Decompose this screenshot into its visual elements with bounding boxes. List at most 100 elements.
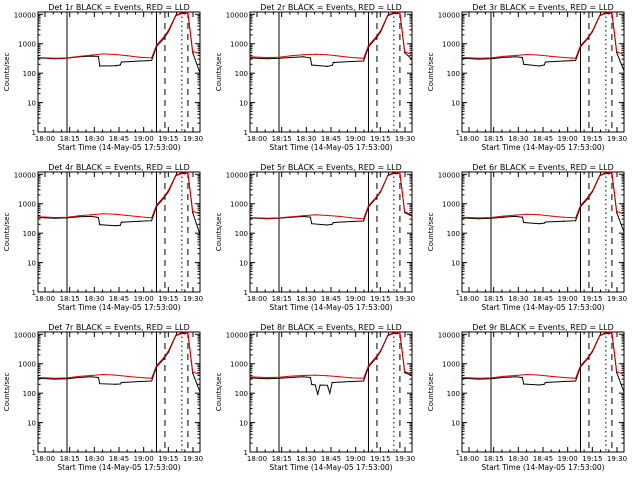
data-point-lld xyxy=(314,374,316,376)
data-point-lld xyxy=(250,376,251,378)
x-tick-label: 18:30 xyxy=(296,455,316,463)
chart-title: Det 9r BLACK = Events, RED = LLD xyxy=(472,323,614,332)
series-line-lld xyxy=(462,172,624,219)
data-point-lld xyxy=(66,216,68,218)
data-point-lld xyxy=(514,214,516,216)
data-point-lld xyxy=(155,44,158,46)
x-tick-label: 19:30 xyxy=(607,455,627,463)
y-tick-label: 100 xyxy=(23,230,36,238)
data-point-events xyxy=(326,65,328,67)
x-tick-label: 18:15 xyxy=(60,455,80,463)
data-point-lld xyxy=(562,216,565,218)
data-point-events xyxy=(332,221,335,224)
x-tick-label: 19:00 xyxy=(134,455,154,463)
x-tick-label: 18:00 xyxy=(247,295,267,303)
data-point-lld xyxy=(591,29,594,32)
data-point-lld xyxy=(392,172,394,174)
x-tick-label: 18:00 xyxy=(459,135,479,143)
data-point-lld xyxy=(250,216,251,219)
data-point-lld xyxy=(550,55,553,58)
y-axis-label: Counts/sec xyxy=(215,213,223,252)
data-point-events xyxy=(544,61,547,63)
y-tick-label: 10 xyxy=(27,260,36,268)
data-point-lld xyxy=(604,332,606,334)
data-point-events xyxy=(478,58,480,60)
data-point-events xyxy=(575,220,577,222)
data-point-lld xyxy=(538,54,540,56)
series-group xyxy=(38,172,200,236)
data-point-lld xyxy=(367,205,370,207)
data-point-lld xyxy=(175,334,177,336)
data-point-lld xyxy=(151,217,153,219)
data-point-lld xyxy=(114,213,116,215)
data-point-events xyxy=(543,222,545,224)
data-point-lld xyxy=(575,217,577,219)
x-tick-label: 18:00 xyxy=(247,135,267,143)
x-tick-label: 18:15 xyxy=(272,455,292,463)
data-point-events xyxy=(329,392,331,394)
x-axis-label: Start Time (14-May-05 17:53:00) xyxy=(57,143,180,152)
x-tick-label: 18:15 xyxy=(484,135,504,143)
data-point-lld xyxy=(302,215,304,217)
data-point-events xyxy=(523,383,525,385)
x-tick-label: 18:15 xyxy=(60,295,80,303)
x-tick-label: 19:30 xyxy=(395,455,415,463)
x-axis-label: Start Time (14-May-05 17:53:00) xyxy=(269,463,392,472)
data-point-events xyxy=(331,381,333,384)
data-point-lld xyxy=(78,215,80,217)
y-tick-label: 10 xyxy=(239,260,248,268)
x-tick-label: 19:15 xyxy=(370,135,390,143)
data-point-lld xyxy=(379,29,382,32)
data-point-lld xyxy=(490,216,492,219)
data-point-lld xyxy=(399,332,401,334)
data-point-lld xyxy=(478,217,480,219)
x-tick-label: 18:00 xyxy=(247,455,267,463)
plot-frame xyxy=(461,11,625,133)
chart-title: Det 3r BLACK = Events, RED = LLD xyxy=(472,3,614,12)
data-point-lld xyxy=(138,216,141,218)
y-tick-label: 100 xyxy=(235,230,248,238)
data-point-lld xyxy=(350,217,353,219)
y-tick-label: 10000 xyxy=(226,331,248,339)
data-point-events xyxy=(514,215,516,218)
x-tick-label: 18:30 xyxy=(84,295,104,303)
x-tick-label: 19:30 xyxy=(607,135,627,143)
data-point-lld xyxy=(163,36,165,38)
y-tick-label: 10000 xyxy=(438,331,460,339)
y-tick-label: 10000 xyxy=(438,11,460,19)
data-point-events xyxy=(138,380,141,383)
y-tick-label: 10000 xyxy=(14,11,36,19)
x-tick-label: 19:15 xyxy=(582,295,602,303)
x-tick-label: 19:30 xyxy=(183,135,203,143)
data-point-events xyxy=(326,224,328,226)
y-tick-label: 10000 xyxy=(438,171,460,179)
x-tick-label: 18:45 xyxy=(533,295,553,303)
data-point-lld xyxy=(175,174,177,176)
data-point-lld xyxy=(611,332,613,334)
data-point-lld xyxy=(338,55,341,57)
data-point-lld xyxy=(411,373,412,375)
data-point-events xyxy=(332,61,335,64)
data-point-lld xyxy=(562,56,565,59)
data-point-lld xyxy=(199,213,200,215)
series-line-lld xyxy=(38,332,200,379)
data-point-events xyxy=(543,383,545,385)
x-tick-label: 18:45 xyxy=(533,455,553,463)
data-point-events xyxy=(514,56,516,58)
data-point-lld xyxy=(462,216,463,218)
data-point-events xyxy=(311,223,313,225)
data-point-lld xyxy=(502,55,504,58)
series-group xyxy=(250,172,412,226)
x-tick-label: 18:15 xyxy=(272,295,292,303)
data-point-events xyxy=(523,63,525,65)
series-line-events xyxy=(250,172,412,226)
data-point-lld xyxy=(611,12,613,14)
data-point-events xyxy=(120,381,123,384)
data-point-lld xyxy=(90,374,92,377)
data-point-events xyxy=(543,64,545,66)
data-point-events xyxy=(90,55,92,57)
x-tick-label: 18:30 xyxy=(508,455,528,463)
x-tick-label: 18:45 xyxy=(321,295,341,303)
x-tick-label: 18:00 xyxy=(459,295,479,303)
data-point-lld xyxy=(375,356,377,358)
